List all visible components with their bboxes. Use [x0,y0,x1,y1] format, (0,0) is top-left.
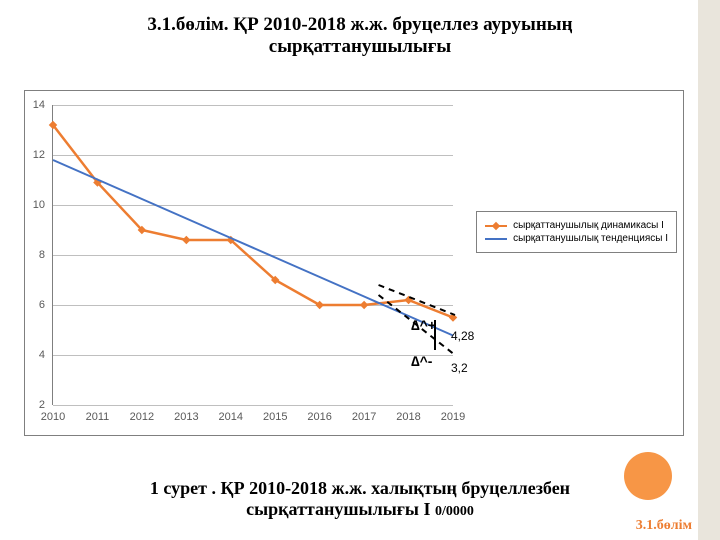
slide: 3.1.бөлім. ҚР 2010-2018 ж.ж. бруцеллез а… [0,0,720,540]
legend-label-2: сырқаттанушылық тенденциясы І [513,233,668,244]
y-tick-label: 6 [25,299,45,311]
caption-line2a: сырқаттанушылығы І [246,499,435,519]
figure-caption: 1 сурет . ҚР 2010-2018 ж.ж. халықтың бру… [0,478,720,520]
delta-upper-label: ∆^+ [411,317,436,333]
y-tick-label: 10 [25,199,45,211]
y-tick-label: 8 [25,249,45,261]
title-line1: 3.1.бөлім. ҚР 2010-2018 ж.ж. бруцеллез а… [147,14,572,35]
y-tick-label: 12 [25,149,45,161]
delta-lower-value: 3,2 [451,361,468,375]
title-line2: сырқаттанушылығы [269,36,451,57]
legend-label-1: сырқаттанушылық динамикасы І [513,220,664,231]
chart-area: 2468101214201020112012201320142015201620… [24,90,684,436]
legend: сырқаттанушылық динамикасы І сырқаттануш… [476,211,677,253]
caption-line1: 1 сурет . ҚР 2010-2018 ж.ж. халықтың бру… [150,478,570,498]
y-tick-label: 4 [25,349,45,361]
caption-line2b: 0/0000 [435,504,474,519]
annotation-svg [53,105,453,445]
y-tick-label: 14 [25,99,45,111]
delta-lower-label: ∆^- [411,353,432,369]
annotation-line [379,285,455,315]
delta-upper-value: 4,28 [451,329,474,343]
plot-area: 2468101214201020112012201320142015201620… [53,105,453,405]
legend-item-1: сырқаттанушылық динамикасы І [485,220,668,231]
legend-item-2: сырқаттанушылық тенденциясы І [485,233,668,244]
section-tag: 3.1.бөлім [636,518,692,534]
side-accent [698,0,720,540]
y-tick-label: 2 [25,399,45,411]
slide-title: 3.1.бөлім. ҚР 2010-2018 ж.ж. бруцеллез а… [0,14,720,58]
